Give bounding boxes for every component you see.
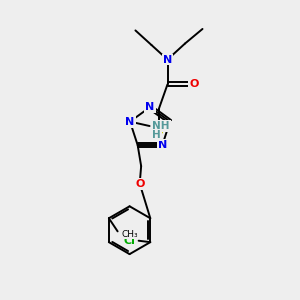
Text: O: O xyxy=(189,80,198,89)
Text: N: N xyxy=(146,102,154,112)
Text: S: S xyxy=(155,126,163,136)
Text: O: O xyxy=(135,178,144,189)
Text: Cl: Cl xyxy=(124,236,136,246)
Text: N: N xyxy=(158,140,167,150)
Text: CH₃: CH₃ xyxy=(121,230,138,239)
Text: N: N xyxy=(163,55,172,64)
Text: H: H xyxy=(152,130,161,140)
Text: NH: NH xyxy=(152,121,170,131)
Text: N: N xyxy=(125,117,135,127)
